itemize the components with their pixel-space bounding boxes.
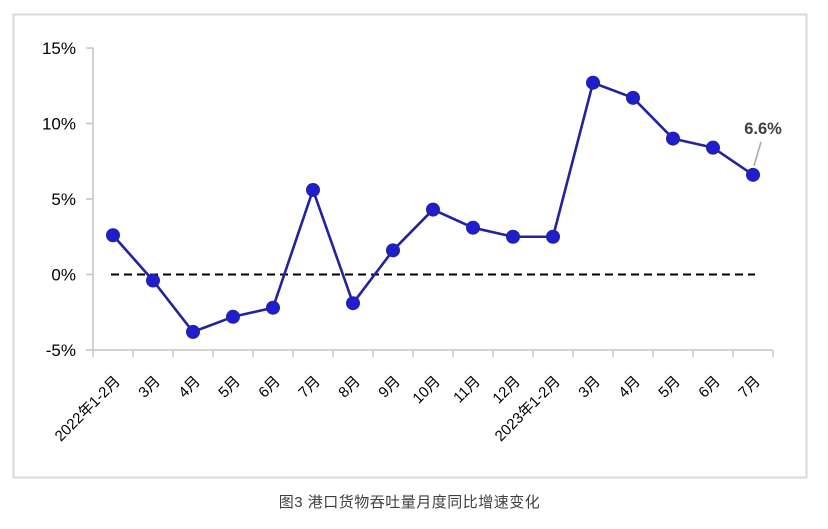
y-tick-label: 0% — [51, 266, 76, 285]
data-point — [106, 228, 120, 243]
x-tick-label: 12月 — [489, 373, 523, 407]
x-tick-label: 6月 — [255, 373, 284, 402]
data-point — [226, 309, 240, 324]
chart-frame-border — [12, 13, 808, 479]
x-tick-label: 8月 — [335, 373, 364, 402]
x-tick-label: 4月 — [175, 373, 204, 402]
data-point — [346, 296, 360, 311]
y-tick-label: -5% — [46, 341, 76, 360]
x-tick-label: 3月 — [575, 373, 604, 402]
data-point — [506, 229, 520, 244]
data-point — [586, 75, 600, 90]
annotation-leader-line — [753, 141, 762, 167]
x-tick-label: 3月 — [135, 373, 164, 402]
x-tick-label: 6月 — [695, 373, 724, 402]
data-point — [706, 140, 720, 155]
data-point — [266, 300, 280, 315]
y-tick-label: 5% — [51, 190, 76, 209]
x-tick-label: 4月 — [615, 373, 644, 402]
annotation-value-label: 6.6% — [744, 120, 782, 138]
x-tick-label: 7月 — [295, 373, 324, 402]
x-tick-label: 9月 — [375, 373, 404, 402]
chart-caption: 图3 港口货物吞吐量月度同比增速变化 — [278, 494, 541, 511]
data-point — [146, 273, 160, 288]
data-point — [466, 220, 480, 235]
data-point — [426, 202, 440, 217]
data-point — [546, 229, 560, 244]
x-tick-label: 2022年1-2月 — [52, 373, 124, 445]
data-point — [746, 167, 760, 182]
x-tick-label: 7月 — [735, 373, 764, 402]
x-tick-label: 11月 — [450, 373, 484, 407]
data-point — [186, 324, 200, 339]
data-point — [386, 243, 400, 258]
y-tick-label: 15% — [42, 39, 76, 58]
x-tick-label: 5月 — [215, 373, 244, 402]
data-point — [666, 131, 680, 146]
x-tick-label: 5月 — [655, 373, 684, 402]
data-point — [626, 90, 640, 105]
data-point — [306, 182, 320, 197]
y-tick-label: 10% — [42, 115, 76, 134]
x-tick-label: 10月 — [409, 373, 443, 407]
